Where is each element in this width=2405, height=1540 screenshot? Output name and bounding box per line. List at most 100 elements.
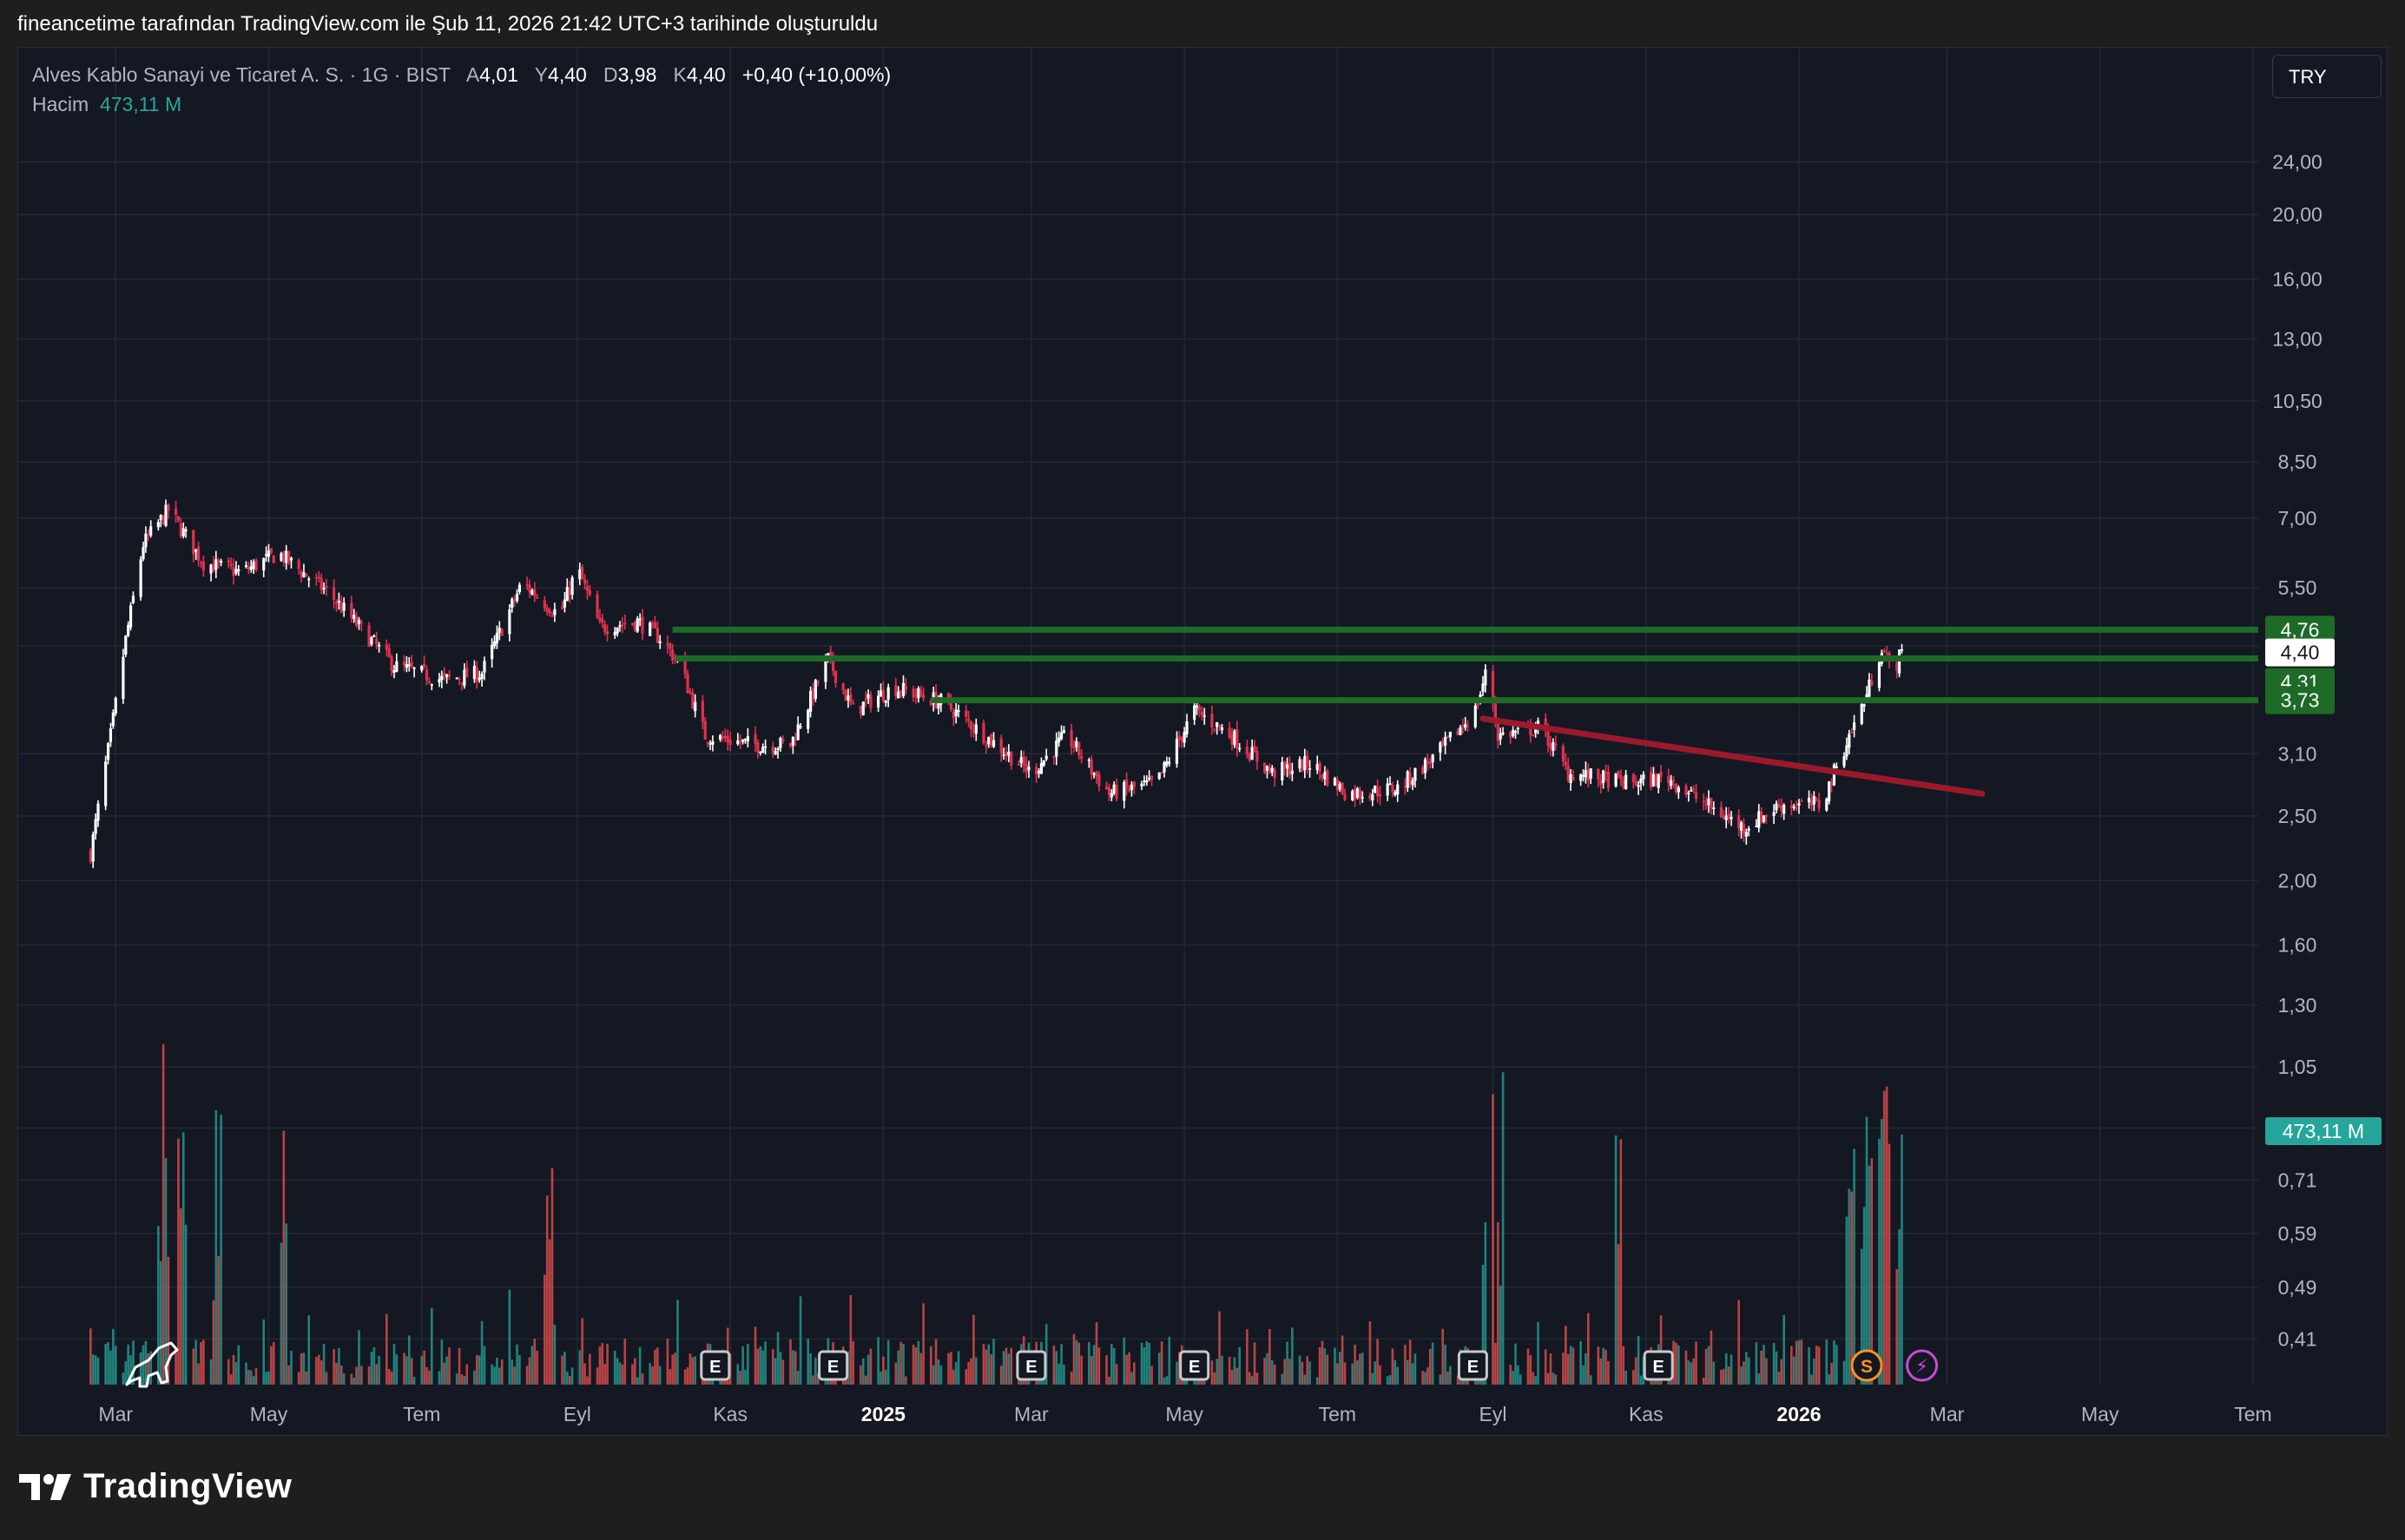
candle-body (445, 674, 449, 678)
volume-bar (1585, 1352, 1587, 1385)
candle-body (106, 742, 110, 760)
candle-body (405, 664, 409, 668)
volume-bar (1712, 1361, 1716, 1385)
candle-body (954, 709, 958, 716)
candle-body (455, 677, 458, 680)
symbol-name[interactable]: Alves Kablo Sanayi ve Ticaret A. S. · 1G… (32, 63, 451, 86)
candle-body (1900, 648, 1904, 651)
candle-body (1421, 767, 1425, 774)
volume-bar (1391, 1348, 1394, 1385)
volume-bar (1110, 1344, 1113, 1385)
volume-bar (641, 1373, 644, 1385)
volume-bar (1597, 1346, 1600, 1385)
volume-value: 473,11 M (99, 93, 182, 115)
volume-bar (1105, 1355, 1108, 1385)
volume-bar (375, 1364, 379, 1385)
candle-body (475, 668, 478, 682)
tradingview-mark-icon (19, 1473, 71, 1500)
x-tick-label: May (1165, 1403, 1203, 1425)
candle-body (1687, 793, 1690, 794)
candle-body (1308, 768, 1312, 770)
volume-bar (1255, 1372, 1259, 1385)
volume-bar (694, 1356, 696, 1385)
x-tick-label: May (250, 1403, 288, 1425)
horizontal-levels (672, 626, 2258, 704)
candle-body (1604, 772, 1608, 773)
volume-bar (917, 1340, 920, 1385)
candle-body (1197, 707, 1202, 711)
volume-bar (1659, 1315, 1663, 1385)
y-tick-label: 3,10 (2278, 742, 2317, 765)
candle-body (302, 572, 306, 577)
candle-body (949, 699, 953, 710)
candle-body (1228, 727, 1231, 738)
last-price-label: 4,40 (2281, 642, 2320, 664)
candle-body (1780, 805, 1783, 812)
currency-button[interactable]: TRY (2272, 55, 2382, 98)
volume-bar (476, 1354, 478, 1385)
candle-body (1391, 785, 1394, 793)
candle-body (1782, 805, 1786, 814)
volume-bar (267, 1371, 270, 1385)
volume-bar (483, 1346, 486, 1385)
volume-bar (1710, 1330, 1713, 1385)
volume-bar (370, 1352, 373, 1385)
volume-bar (463, 1375, 466, 1385)
candle-body (1586, 769, 1590, 781)
volume-bar (954, 1362, 958, 1385)
candle-body (1532, 734, 1535, 736)
earnings-marker-label: E (1189, 1358, 1200, 1377)
volume-bar (1201, 1377, 1203, 1385)
candle-body (1386, 783, 1389, 796)
volume-bar (1517, 1365, 1519, 1385)
volume-bar (1112, 1347, 1116, 1385)
candle-body (1684, 786, 1688, 795)
volume-bar (513, 1366, 516, 1385)
candle-body (1812, 796, 1815, 805)
volume-bar (491, 1364, 493, 1385)
volume-bar (1228, 1357, 1231, 1385)
volume-bar (528, 1357, 531, 1385)
candle-body (739, 740, 742, 743)
volume-bar (992, 1339, 995, 1385)
volume-bar (671, 1354, 674, 1385)
candle-body (395, 661, 399, 672)
candle-body (1403, 786, 1407, 788)
volume-bar (796, 1371, 800, 1385)
candle-body (367, 625, 371, 647)
candle-body (334, 602, 339, 604)
volume-bar (94, 1355, 97, 1385)
candle-body (922, 694, 926, 699)
volume-bar (985, 1349, 988, 1385)
volume-bar (1737, 1300, 1740, 1385)
candle-body (1351, 791, 1354, 800)
volume-bar (302, 1352, 306, 1385)
candle-body (325, 585, 328, 588)
volume-bar (1727, 1366, 1730, 1385)
volume-bar (493, 1366, 496, 1385)
price-chart[interactable]: 24,0020,0016,0013,0010,508,507,005,504,5… (18, 48, 2387, 1435)
volume-bar (987, 1344, 991, 1385)
candle-body (1288, 763, 1292, 776)
candle-body (1022, 756, 1025, 766)
candle-body (1809, 800, 1814, 806)
volume-bar (739, 1371, 741, 1385)
candle-body (1019, 757, 1023, 764)
volume-bar (1514, 1343, 1517, 1385)
volume-bar (761, 1350, 764, 1385)
candle-body (1829, 783, 1834, 786)
volume-bar (1072, 1333, 1076, 1385)
volume-label[interactable]: Hacim (32, 93, 89, 115)
candle-body (1027, 767, 1031, 771)
volume-bar (317, 1354, 320, 1385)
candle-body (1044, 755, 1048, 760)
candle-body (1368, 795, 1372, 800)
chart-frame[interactable]: 24,0020,0016,0013,0010,508,507,005,504,5… (17, 47, 2388, 1436)
volume-bar (342, 1372, 346, 1385)
candle-body (412, 668, 416, 669)
y-tick-label: 1,05 (2278, 1056, 2317, 1078)
candle-body (1193, 705, 1196, 721)
volume-bar (184, 1224, 188, 1385)
event-markers: E E E E E E S ⚡ (700, 1349, 1939, 1382)
volume-bar (1421, 1371, 1424, 1385)
